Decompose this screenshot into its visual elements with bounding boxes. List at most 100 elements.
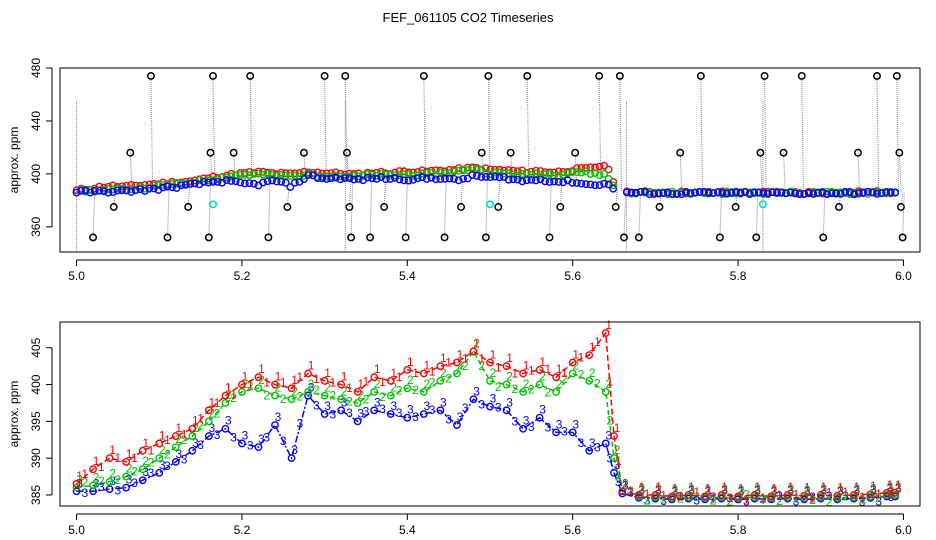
bottom-series-2-label: 2 xyxy=(787,482,794,496)
top-series-2-point xyxy=(236,171,245,179)
bottom-series-1-label: 1 xyxy=(627,484,634,498)
top-series-3-point xyxy=(632,188,640,197)
bottom-series-1-label: 1 xyxy=(754,480,761,494)
bottom-series-2-line xyxy=(76,350,896,499)
bottom-series-2-label: 2 xyxy=(379,390,386,404)
top-outlier-point xyxy=(819,233,828,242)
bottom-series-3-label: 3 xyxy=(688,484,695,498)
bottom-series-1-label: 1 xyxy=(131,451,138,465)
bottom-series-2-label: 2 xyxy=(859,492,866,506)
bottom-series-3-circle xyxy=(453,421,461,429)
bottom-series-2-label: 2 xyxy=(655,482,662,496)
bottom-series-3-label: 3 xyxy=(346,406,353,420)
bottom-series-3-label: 3 xyxy=(197,438,204,452)
bottom-series-3-label: 3 xyxy=(390,399,397,413)
bottom-series-2-circle xyxy=(552,388,561,396)
top-outlier-point xyxy=(440,233,449,242)
top-trace-line xyxy=(574,152,578,183)
bottom-series-2-label: 2 xyxy=(743,487,750,501)
bottom-series-2-label: 2 xyxy=(539,370,546,384)
bottom-series-3-label: 3 xyxy=(605,428,612,442)
bottom-series-1-line xyxy=(76,330,896,498)
top-series-2-point xyxy=(259,170,267,179)
bottom-series-1-label: 1 xyxy=(622,476,629,490)
bottom-series-3-label: 3 xyxy=(357,406,364,420)
bottom-series-3-label: 3 xyxy=(743,495,750,509)
top-series-3-point xyxy=(859,188,868,197)
bottom-series-2-label: 2 xyxy=(726,495,733,509)
bottom-series-2-label: 2 xyxy=(76,473,83,487)
bottom-series-2-label: 2 xyxy=(341,384,348,398)
top-series-1-point xyxy=(145,180,154,189)
top-outlier-point xyxy=(264,233,273,242)
top-series-3-point xyxy=(527,175,536,184)
bottom-series-2-label: 2 xyxy=(445,371,452,385)
top-outlier-point xyxy=(347,233,356,242)
bottom-series-1-circle xyxy=(585,351,594,360)
bottom-series-2-label: 2 xyxy=(660,492,667,506)
bottom-series-3-label: 3 xyxy=(793,494,800,508)
bottom-series-3-circle xyxy=(403,413,412,422)
top-outlier-point xyxy=(366,233,375,242)
bottom-series-2-label: 2 xyxy=(607,414,614,428)
bottom-series-2-label: 2 xyxy=(374,377,381,391)
bottom-series-1-circle xyxy=(684,491,693,499)
bottom-series-2-label: 2 xyxy=(142,454,149,468)
bottom-series-2-label: 2 xyxy=(324,381,331,395)
bottom-series-3-circle xyxy=(138,476,147,485)
bottom-series-1-circle xyxy=(370,373,379,382)
bottom-series-2-label: 2 xyxy=(313,383,320,397)
top-series-3-point xyxy=(609,184,618,193)
bottom-series-3-label: 3 xyxy=(760,493,767,507)
top-trace-line xyxy=(150,75,154,190)
top-series-3-point xyxy=(568,179,577,187)
bottom-series-3-label: 3 xyxy=(363,405,370,419)
bottom-series-1-label: 1 xyxy=(726,491,733,505)
bottom-series-2-label: 2 xyxy=(754,482,761,496)
bottom-series-1-label: 1 xyxy=(109,443,116,457)
top-outlier-point xyxy=(401,233,410,242)
top-outlier-point xyxy=(184,203,193,211)
bottom-series-3-label: 3 xyxy=(655,484,662,498)
bottom-series-3-label: 3 xyxy=(820,484,827,498)
top-x-tick-label: 5.0 xyxy=(68,269,85,283)
bottom-series-1-label: 1 xyxy=(837,481,844,495)
top-trace-line xyxy=(346,152,350,179)
top-series-3-point xyxy=(281,178,290,187)
bottom-series-2-label: 2 xyxy=(820,482,827,496)
bottom-x-tick-label: 5.4 xyxy=(399,523,416,537)
bottom-series-1-circle xyxy=(519,369,527,378)
bottom-series-3-label: 3 xyxy=(280,434,287,448)
bottom-series-3-label: 3 xyxy=(615,475,622,489)
top-raw-traces xyxy=(76,75,905,252)
bottom-series-1-label: 1 xyxy=(693,485,700,499)
top-series-2-point xyxy=(363,170,372,179)
top-outlier-point xyxy=(246,71,255,80)
bottom-series-3-label: 3 xyxy=(859,495,866,509)
bottom-series-2-label: 2 xyxy=(771,483,778,497)
top-series-3-point xyxy=(222,176,231,184)
top-series-3-point xyxy=(263,177,272,186)
bottom-series-2-label: 2 xyxy=(396,384,403,398)
bottom-series-3-label: 3 xyxy=(677,490,684,504)
bottom-series-1-label: 1 xyxy=(225,381,232,395)
bottom-series-1-label: 1 xyxy=(738,481,745,495)
bottom-series-2-label: 2 xyxy=(473,336,480,350)
bottom-series-1-label: 1 xyxy=(495,361,502,375)
bottom-series-2-label: 2 xyxy=(291,384,298,398)
bottom-series-1-circle xyxy=(337,380,346,389)
bottom-series-3-label: 3 xyxy=(490,392,497,406)
top-series-3-point xyxy=(459,174,468,183)
top-series-3-point xyxy=(340,174,349,183)
bottom-series-3-circle xyxy=(436,406,445,415)
bottom-series-2-label: 2 xyxy=(688,482,695,496)
top-series-3-point xyxy=(236,178,245,187)
top-series-3-point xyxy=(95,186,104,195)
bottom-series-3-label: 3 xyxy=(214,428,221,442)
bottom-series-1-circle xyxy=(453,358,461,367)
bottom-series-2-label: 2 xyxy=(440,366,447,380)
top-trace-line xyxy=(898,152,902,193)
top-outlier-point xyxy=(898,233,907,242)
bottom-series-3-circle xyxy=(221,424,230,433)
